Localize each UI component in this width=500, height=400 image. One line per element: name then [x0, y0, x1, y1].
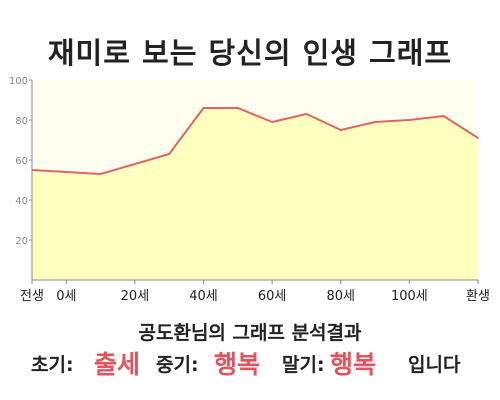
y-tick-label: 20	[15, 236, 28, 247]
data-point	[134, 163, 136, 165]
x-tick-label: 60세	[258, 289, 287, 304]
life-line	[31, 107, 479, 175]
data-point	[442, 115, 445, 117]
x-tick-label: 100세	[391, 289, 428, 304]
y-tick-label: 80	[15, 116, 28, 127]
analysis-heading: 공도환님의 그래프 분석결과	[138, 322, 362, 344]
x-tick-label: 전생	[20, 289, 44, 304]
page-title: 재미로 보는 당신의 인생 그래프	[47, 36, 453, 70]
data-point	[305, 113, 308, 115]
x-tick-label: 0세	[56, 289, 76, 304]
data-point	[408, 119, 411, 121]
data-point	[374, 121, 376, 123]
data-point	[477, 137, 479, 139]
late-value: 행복	[330, 350, 377, 379]
x-tick-label: 환생	[466, 289, 490, 304]
x-tick-label: 80세	[327, 289, 356, 304]
ending-text: 입니다	[408, 354, 461, 376]
x-tick-label: 40세	[189, 289, 218, 304]
early-label: 초기:	[31, 354, 74, 376]
y-tick-label: 100	[9, 76, 28, 87]
early-value: 출세	[94, 350, 141, 379]
y-tick-label: 60	[15, 156, 28, 167]
data-point	[65, 171, 68, 173]
y-tick-label: 40	[15, 196, 28, 207]
data-point	[237, 107, 239, 109]
area-fill	[32, 108, 478, 280]
data-point	[202, 107, 205, 109]
data-point	[99, 173, 102, 175]
middle-label: 중기:	[156, 354, 199, 376]
data-point	[271, 121, 274, 123]
data-point	[340, 129, 342, 131]
x-tick-label: 20세	[121, 289, 150, 304]
data-point	[168, 153, 170, 155]
analysis-result: 초기: 출세 중기: 행복 말기: 행복 입니다	[26, 348, 486, 382]
middle-value: 행복	[214, 350, 261, 379]
late-label: 말기:	[282, 354, 325, 376]
